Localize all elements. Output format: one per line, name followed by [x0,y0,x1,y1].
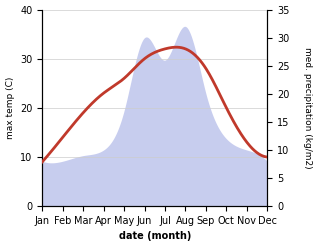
Y-axis label: med. precipitation (kg/m2): med. precipitation (kg/m2) [303,47,313,169]
X-axis label: date (month): date (month) [119,231,191,242]
Y-axis label: max temp (C): max temp (C) [5,77,15,139]
